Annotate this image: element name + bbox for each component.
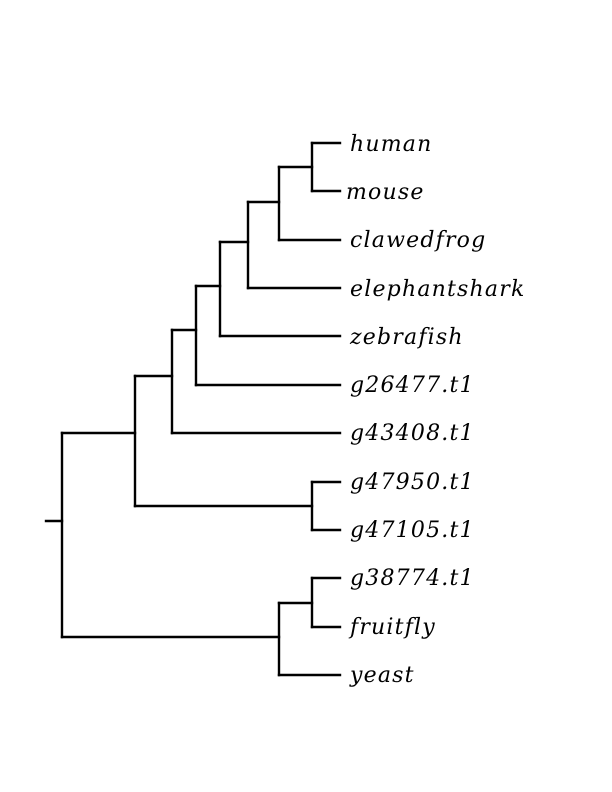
leaf-label-mouse: mouse [346,180,425,205]
leaf-label-zebrafish: zebrafish [349,325,464,350]
leaf-label-g38774: g38774.t1 [350,566,475,591]
tree-branches [44,141,342,677]
leaf-label-g47105: g47105.t1 [350,518,475,543]
leaf-label-g43408: g43408.t1 [350,421,475,446]
leaf-label-g26477: g26477.t1 [350,373,475,398]
leaf-label-g47950: g47950.t1 [350,470,475,495]
leaf-label-fruitfly: fruitfly [348,615,436,640]
leaf-label-human: human [350,132,432,157]
leaf-labels: human mouse clawedfrog elephantshark zeb… [346,132,525,688]
leaf-label-elephantshark: elephantshark [350,277,525,302]
leaf-label-clawedfrog: clawedfrog [350,228,486,253]
leaf-label-yeast: yeast [349,663,415,688]
